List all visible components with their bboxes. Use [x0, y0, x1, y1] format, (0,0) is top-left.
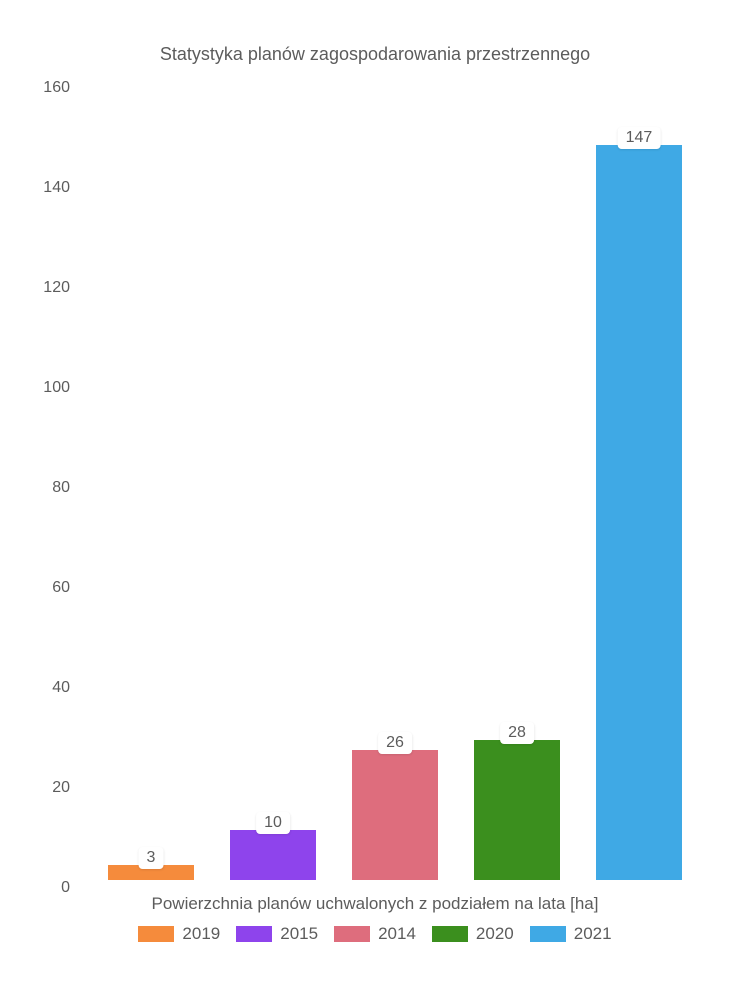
bars-group: 3 10 26 28 147: [90, 80, 700, 880]
legend-swatch: [334, 926, 370, 942]
legend-item: 2021: [530, 924, 612, 944]
legend: 2019 2015 2014 2020 2021: [0, 924, 750, 944]
y-tick-label: 80: [10, 479, 70, 497]
bar-value-label: 28: [500, 722, 534, 744]
chart-title: Statystyka planów zagospodarowania przes…: [0, 44, 750, 65]
x-axis-label: Powierzchnia planów uchwalonych z podzia…: [0, 894, 750, 914]
bar-value-label: 26: [378, 732, 412, 754]
legend-swatch: [236, 926, 272, 942]
legend-item: 2020: [432, 924, 514, 944]
plot-area: 3 10 26 28 147: [90, 80, 700, 880]
legend-swatch: [432, 926, 468, 942]
y-tick-label: 120: [10, 279, 70, 297]
bar: 147: [596, 145, 681, 880]
y-tick-label: 20: [10, 779, 70, 797]
bar: 3: [108, 865, 193, 880]
legend-item: 2014: [334, 924, 416, 944]
legend-item: 2015: [236, 924, 318, 944]
y-tick-label: 60: [10, 579, 70, 597]
y-tick-label: 160: [10, 79, 70, 97]
y-tick-label: 40: [10, 679, 70, 697]
bar: 28: [474, 740, 559, 880]
legend-label: 2019: [182, 924, 220, 944]
y-tick-label: 140: [10, 179, 70, 197]
bar-value-label: 10: [256, 812, 290, 834]
legend-label: 2020: [476, 924, 514, 944]
legend-label: 2021: [574, 924, 612, 944]
legend-label: 2015: [280, 924, 318, 944]
y-tick-label: 100: [10, 379, 70, 397]
bar: 26: [352, 750, 437, 880]
legend-label: 2014: [378, 924, 416, 944]
bar-value-label: 147: [618, 127, 661, 149]
legend-item: 2019: [138, 924, 220, 944]
legend-swatch: [530, 926, 566, 942]
bar: 10: [230, 830, 315, 880]
legend-swatch: [138, 926, 174, 942]
y-axis: 020406080100120140160: [0, 80, 80, 880]
bar-value-label: 3: [139, 847, 164, 869]
chart-container: Statystyka planów zagospodarowania przes…: [0, 0, 750, 1000]
